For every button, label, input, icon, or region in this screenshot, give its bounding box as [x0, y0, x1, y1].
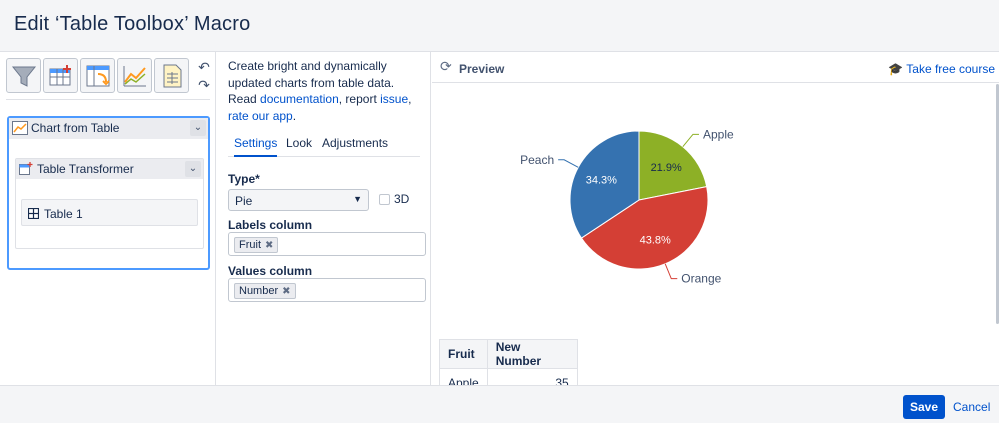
values-column-chip-text: Number [239, 285, 279, 297]
issue-link[interactable]: issue [380, 92, 409, 106]
pie-slice-peach[interactable] [569, 130, 640, 239]
refresh-icon[interactable]: ⟳ [440, 58, 452, 74]
labels-column-chip: Fruit ✖ [234, 237, 279, 253]
preview-panel: ⟳ Preview 🎓 Take free course 21.9% Apple 43… [432, 52, 999, 385]
description-text: Create bright and dynamically updated ch… [228, 59, 395, 90]
table-1-item[interactable]: Table 1 [21, 199, 198, 226]
table-transformer-macro[interactable]: Table Transformer ⌄ Table 1 [15, 158, 204, 249]
filter-funnel-icon[interactable] [6, 58, 41, 93]
pie-chart: 21.9% Apple 43.8% Orange 34.3% Peach [520, 127, 734, 286]
3d-label: 3D [394, 192, 410, 206]
line-chart-icon[interactable] [117, 58, 152, 93]
take-free-course-link[interactable]: 🎓 Take free course [888, 62, 995, 76]
tab-settings[interactable]: Settings [234, 136, 278, 157]
description-comma: , [408, 92, 412, 106]
table-pivot-icon[interactable] [80, 58, 115, 93]
dialog-title: Edit ‘Table Toolbox’ Macro [14, 13, 251, 35]
preview-header: ⟳ Preview 🎓 Take free course [432, 52, 999, 83]
type-select[interactable]: Pie ▼ [228, 189, 369, 211]
undo-icon[interactable]: ↶ [198, 59, 210, 75]
graduation-cap-icon: 🎓 [888, 62, 904, 76]
type-select-value: Pie [235, 194, 253, 208]
settings-panel: Create bright and dynamically updated ch… [217, 52, 431, 385]
values-column-field[interactable]: Number ✖ [228, 278, 426, 302]
dialog-header: Edit ‘Table Toolbox’ Macro [0, 0, 999, 52]
table-add-icon[interactable] [43, 58, 78, 93]
table-transformer-label: Table Transformer [37, 162, 134, 176]
preview-title: Preview [459, 62, 505, 76]
labels-column-label: Labels column [228, 218, 313, 232]
table-header-row: Fruit New Number [439, 339, 578, 369]
pie-leader-line [664, 263, 678, 280]
rate-app-link[interactable]: rate our app [228, 108, 293, 123]
left-panel: ↶ ↷ Chart from Table ⌄ Table Transformer… [0, 52, 216, 385]
chevron-down-icon[interactable]: ⌄ [185, 161, 201, 177]
table-transformer-header[interactable]: Table Transformer ⌄ [16, 159, 203, 179]
macro-toolbar [6, 58, 189, 94]
tab-look[interactable]: Look [286, 136, 313, 150]
redo-icon[interactable]: ↷ [198, 77, 210, 93]
take-free-course-label: Take free course [906, 62, 995, 76]
chart-from-table-label: Chart from Table [31, 121, 120, 135]
tab-adjustments[interactable]: Adjustments [322, 136, 389, 150]
dialog-footer: Save Cancel [0, 385, 999, 423]
preview-scrollbar[interactable] [996, 84, 999, 324]
header-new-number: New Number [486, 339, 578, 369]
pie-leader-line [558, 159, 579, 168]
toolbar-divider [6, 99, 210, 100]
save-button[interactable]: Save [903, 395, 945, 419]
table-transformer-icon [19, 162, 33, 175]
spreadsheet-icon[interactable] [154, 58, 189, 93]
remove-icon[interactable]: ✖ [282, 286, 291, 297]
remove-icon[interactable]: ✖ [265, 240, 274, 251]
pie-category-label: Apple [703, 127, 734, 141]
settings-tabs: Settings Look Adjustments [228, 136, 420, 157]
pie-category-label: Peach [520, 153, 554, 167]
table-row: Apple 35 [439, 368, 578, 385]
description-period: . [292, 108, 297, 123]
description-read: Read [228, 92, 261, 106]
chevron-down-icon: ▼ [353, 194, 362, 204]
cell-number: 35 [486, 368, 578, 385]
app-description: Create bright and dynamically updated ch… [228, 58, 428, 124]
history-controls: ↶ ↷ [196, 58, 212, 94]
documentation-link[interactable]: documentation [260, 92, 339, 106]
pie-percent-label: 34.3% [586, 175, 617, 187]
pie-percent-label: 43.8% [640, 235, 671, 247]
chart-from-table-header[interactable]: Chart from Table ⌄ [9, 118, 208, 139]
chart-icon [12, 121, 28, 135]
table-1-label: Table 1 [44, 207, 83, 221]
cell-fruit: Apple [439, 368, 488, 385]
chart-from-table-macro[interactable]: Chart from Table ⌄ Table Transformer ⌄ T… [7, 116, 210, 270]
header-fruit: Fruit [439, 339, 488, 369]
cancel-button[interactable]: Cancel [953, 400, 991, 414]
type-label: Type* [228, 172, 260, 186]
pie-percent-label: 21.9% [651, 162, 682, 174]
3d-checkbox[interactable] [379, 194, 390, 205]
pie-slice-apple[interactable] [638, 130, 708, 201]
description-report: , report [338, 92, 381, 106]
values-column-label: Values column [228, 264, 313, 278]
chevron-down-icon[interactable]: ⌄ [190, 120, 206, 136]
values-column-chip: Number ✖ [234, 283, 296, 299]
table-grid-icon [28, 208, 39, 219]
labels-column-chip-text: Fruit [239, 239, 261, 251]
labels-column-field[interactable]: Fruit ✖ [228, 232, 426, 256]
result-table: Fruit New Number Apple 35 [439, 339, 578, 385]
pie-leader-line [682, 133, 699, 148]
pie-slice-orange[interactable] [580, 186, 709, 270]
pie-category-label: Orange [681, 272, 721, 286]
